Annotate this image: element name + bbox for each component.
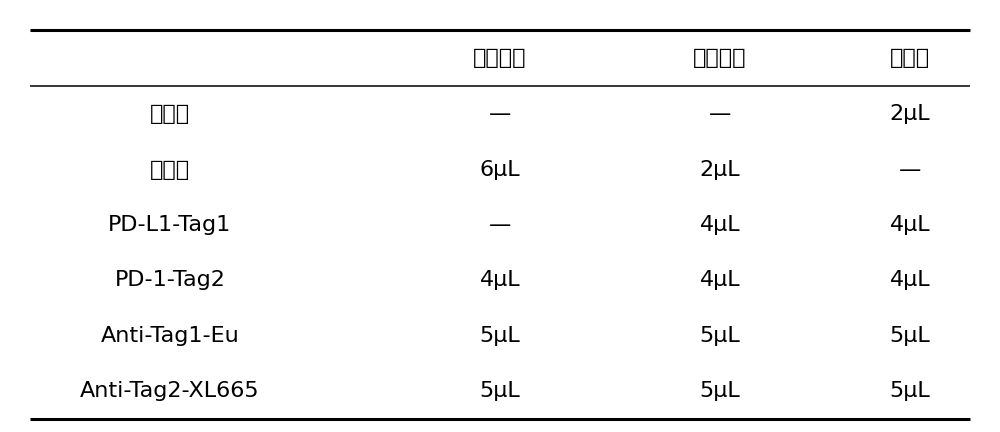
Text: 阴性对照: 阴性对照 [473, 48, 527, 68]
Text: 实验组: 实验组 [890, 48, 930, 68]
Text: 4μL: 4μL [700, 215, 740, 235]
Text: 5μL: 5μL [480, 326, 520, 346]
Text: —: — [489, 104, 511, 124]
Text: 阳性对照: 阳性对照 [693, 48, 747, 68]
Text: 2μL: 2μL [890, 104, 930, 124]
Text: 5μL: 5μL [480, 381, 520, 401]
Text: —: — [899, 159, 921, 180]
Text: 5μL: 5μL [890, 326, 930, 346]
Text: 4μL: 4μL [890, 270, 930, 290]
Text: 化合物: 化合物 [150, 104, 190, 124]
Text: 4μL: 4μL [480, 270, 520, 290]
Text: 5μL: 5μL [890, 381, 930, 401]
Text: —: — [709, 104, 731, 124]
Text: 4μL: 4μL [890, 215, 930, 235]
Text: Anti-Tag2-XL665: Anti-Tag2-XL665 [80, 381, 260, 401]
Text: 稀释液: 稀释液 [150, 159, 190, 180]
Text: 5μL: 5μL [700, 381, 740, 401]
Text: 4μL: 4μL [700, 270, 740, 290]
Text: 2μL: 2μL [700, 159, 740, 180]
Text: PD-1-Tag2: PD-1-Tag2 [115, 270, 225, 290]
Text: Anti-Tag1-Eu: Anti-Tag1-Eu [101, 326, 239, 346]
Text: 5μL: 5μL [700, 326, 740, 346]
Text: 6μL: 6μL [480, 159, 520, 180]
Text: PD-L1-Tag1: PD-L1-Tag1 [108, 215, 232, 235]
Text: —: — [489, 215, 511, 235]
